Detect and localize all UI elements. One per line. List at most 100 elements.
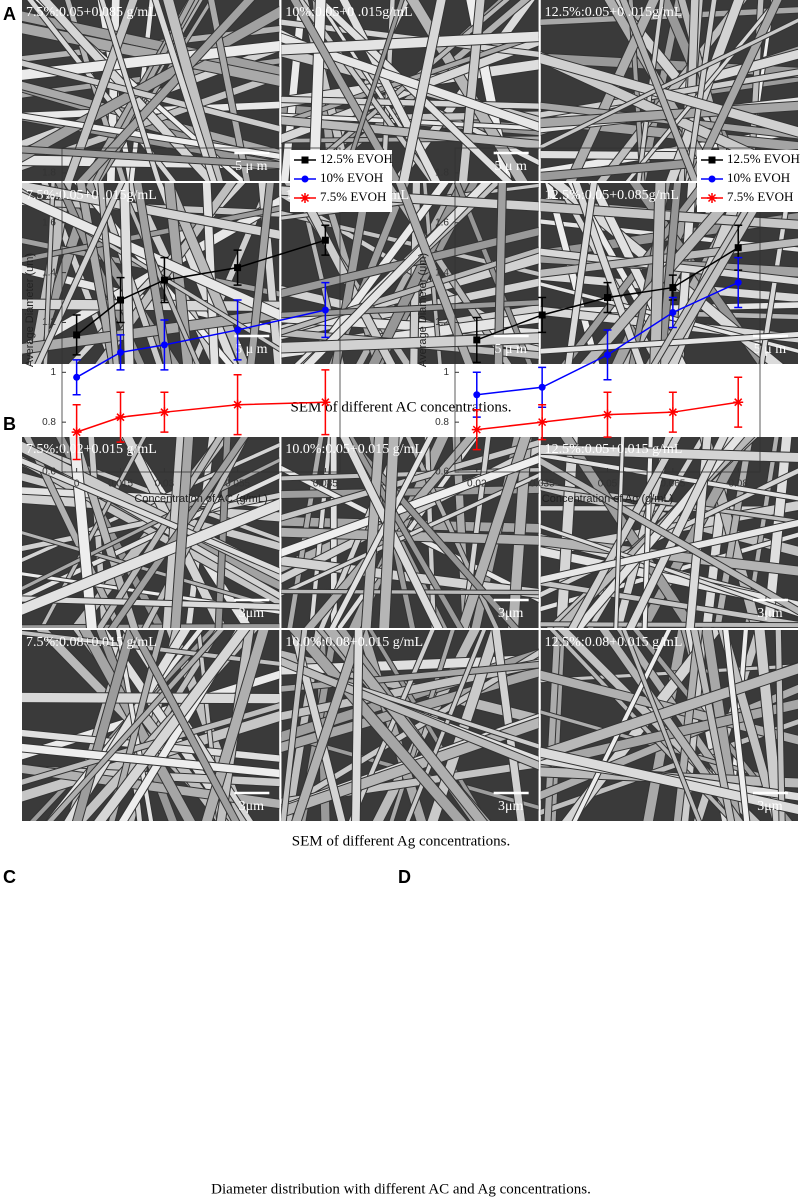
- fiber: [22, 456, 280, 606]
- marker: [707, 193, 717, 203]
- scale-label: 3μm: [498, 799, 524, 814]
- fiber: [714, 437, 753, 628]
- marker: [117, 296, 125, 304]
- legend-label: 10% EVOH: [320, 170, 383, 185]
- y-tick-label: 1.2: [42, 317, 56, 328]
- fiber: [292, 630, 365, 821]
- fiber: [22, 458, 280, 591]
- fiber: [540, 747, 799, 815]
- fiber: [289, 630, 467, 821]
- fiber: [347, 437, 464, 628]
- fiber: [399, 0, 446, 181]
- y-tick-label: 1.8: [435, 168, 449, 179]
- marker: [73, 373, 81, 381]
- scale-label: 5 μ m: [235, 159, 268, 174]
- x-axis-label: Concentration of AC (g/mL): [134, 493, 267, 505]
- fiber: [22, 146, 280, 169]
- y-tick-label: 1.6: [42, 217, 56, 228]
- marker: [734, 244, 742, 252]
- sem-image: 10.0%:0.05+0.015 g/mL 3μm: [281, 437, 539, 628]
- image-label: 10.0%:0.08+0.015 g/mL: [285, 635, 423, 650]
- marker: [321, 236, 329, 244]
- scale-label: 3μm: [239, 799, 265, 814]
- fiber: [540, 580, 799, 627]
- fiber: [22, 11, 280, 77]
- fiber: [540, 663, 799, 761]
- fiber: [540, 53, 799, 137]
- y-axis-label: Average Diameter (um): [24, 253, 36, 367]
- y-axis-label: Average Diameter (um): [417, 253, 429, 367]
- marker: [669, 284, 677, 292]
- scale-label: 3μm: [757, 606, 783, 621]
- y-tick-label: 1.2: [435, 317, 449, 328]
- fiber: [348, 630, 435, 821]
- fiber: [540, 519, 799, 584]
- marker: [538, 311, 546, 319]
- y-tick-label: 0.8: [435, 417, 449, 428]
- sem-image: 7.5%:0.02+0.015 g/mL 3μm: [22, 437, 280, 628]
- fiber: [540, 445, 799, 462]
- panel-caption: SEM of different Ag concentrations.: [292, 833, 510, 849]
- marker: [473, 391, 481, 399]
- fiber: [22, 183, 280, 239]
- legend-label: 12.5% EVOH: [320, 151, 393, 166]
- marker: [117, 348, 125, 356]
- fiber: [458, 0, 485, 181]
- y-tick-label: 0.6: [42, 467, 56, 478]
- marker: [708, 175, 716, 183]
- panel-label: C: [3, 867, 16, 887]
- marker: [160, 276, 168, 284]
- x-tick-label: 0.03: [155, 479, 175, 490]
- y-tick-label: 1.6: [435, 217, 449, 228]
- fiber: [22, 458, 280, 574]
- panel-label: A: [3, 4, 16, 24]
- fiber: [73, 630, 136, 821]
- fiber: [22, 743, 280, 778]
- fiber: [379, 437, 399, 628]
- axes-box: [61, 147, 341, 473]
- fiber: [22, 113, 280, 159]
- marker: [115, 412, 126, 423]
- marker: [604, 351, 611, 359]
- fiber: [540, 202, 799, 230]
- fiber: [614, 437, 625, 628]
- fiber: [22, 6, 280, 162]
- legend-label: 12.5% EVOH: [727, 151, 800, 166]
- legend-label: 7.5% EVOH: [727, 189, 793, 204]
- sem-image: 12.5%:0.08+0.015 g/mL 3μm: [540, 630, 799, 821]
- y-tick-label: 1.4: [435, 267, 449, 278]
- marker: [159, 407, 170, 418]
- image-label: 12.5%:0.05+0 .015g/mL: [545, 5, 683, 20]
- figure-caption: Diameter distribution with different AC …: [211, 1181, 591, 1197]
- fiber: [685, 0, 717, 181]
- fiber: [339, 0, 440, 181]
- fiber: [775, 630, 785, 821]
- marker: [73, 331, 81, 339]
- scale-label: 5 μ m: [494, 159, 527, 174]
- marker: [234, 264, 242, 272]
- x-tick-label: 0.035: [530, 479, 555, 490]
- marker: [471, 424, 482, 435]
- image-label: 12.5%:0.05+0.085g/mL: [545, 188, 679, 203]
- image-label: 10%:0.05+0 .015g/mL: [285, 5, 412, 20]
- x-axis-label: Concentration of Ag (g/mL): [542, 493, 673, 505]
- fiber: [133, 183, 172, 364]
- fiber: [540, 453, 799, 501]
- fiber: [281, 657, 539, 770]
- x-tick-label: 0.015: [108, 479, 133, 490]
- scale-label: 3μm: [498, 606, 524, 621]
- scale-label: 5 μ m: [235, 342, 268, 357]
- scale-label: 5 μ m: [494, 342, 527, 357]
- y-tick-label: 1: [50, 367, 56, 378]
- image-label: 10.0%:0.05+0.015 g/mL: [285, 442, 423, 457]
- marker: [604, 294, 611, 302]
- marker: [669, 308, 677, 316]
- legend-label: 10% EVOH: [727, 170, 790, 185]
- fiber: [22, 60, 280, 132]
- fiber: [572, 183, 644, 364]
- fiber: [22, 499, 280, 615]
- fiber: [281, 661, 539, 692]
- image-label: 12.5%:0.05+0.015 g/mL: [545, 442, 683, 457]
- marker: [71, 427, 82, 438]
